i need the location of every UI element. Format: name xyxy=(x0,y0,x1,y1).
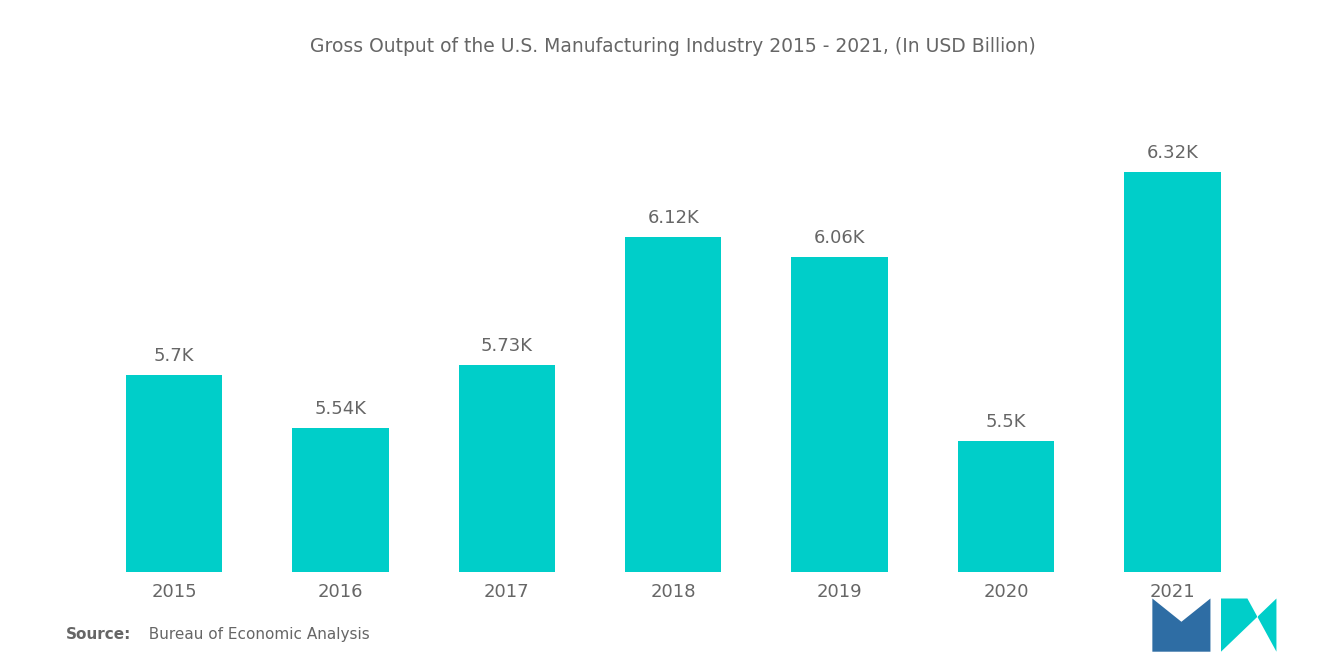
Text: Bureau of Economic Analysis: Bureau of Economic Analysis xyxy=(139,626,370,642)
Bar xyxy=(458,365,556,572)
Text: 6.12K: 6.12K xyxy=(647,209,700,227)
Title: Gross Output of the U.S. Manufacturing Industry 2015 - 2021, (In USD Billion): Gross Output of the U.S. Manufacturing I… xyxy=(310,37,1036,56)
Polygon shape xyxy=(1221,598,1276,652)
Bar xyxy=(125,375,222,572)
Text: 6.06K: 6.06K xyxy=(814,229,866,247)
Bar xyxy=(958,441,1055,572)
Bar xyxy=(791,257,888,572)
Text: 6.32K: 6.32K xyxy=(1146,144,1199,162)
Bar xyxy=(624,237,722,572)
Polygon shape xyxy=(1152,598,1210,652)
Text: 5.73K: 5.73K xyxy=(480,337,533,355)
Text: 5.5K: 5.5K xyxy=(986,413,1026,431)
Text: 5.7K: 5.7K xyxy=(154,347,194,365)
Text: 5.54K: 5.54K xyxy=(314,400,367,418)
Text: Source:: Source: xyxy=(66,626,132,642)
Bar xyxy=(292,428,388,572)
Bar xyxy=(1125,172,1221,572)
